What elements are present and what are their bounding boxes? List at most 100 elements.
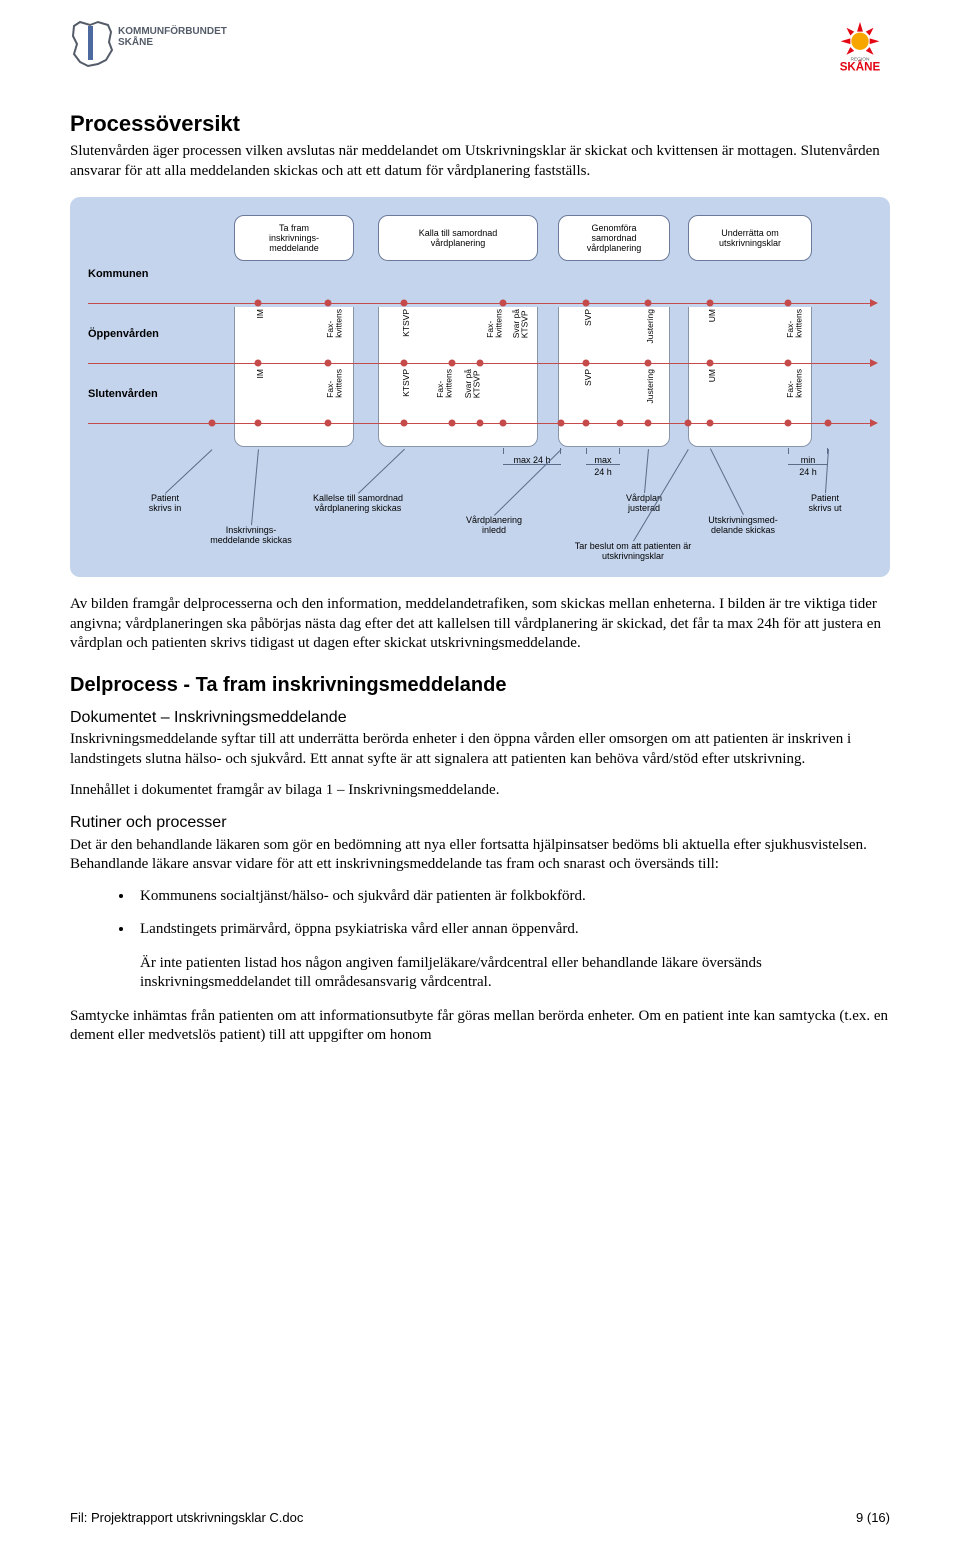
lane-arrow-icon (870, 359, 878, 367)
timeline-dot (785, 420, 792, 427)
timeline-dot (645, 360, 652, 367)
stage-box: Underrätta om utskrivningsklar (688, 215, 812, 261)
heading-dokument: Dokumentet – Inskrivningsmeddelande (70, 708, 890, 729)
timeline-dot (401, 420, 408, 427)
map-icon (70, 20, 114, 68)
leader-line (710, 449, 744, 515)
leader-line (644, 449, 649, 493)
timeline-dot (825, 420, 832, 427)
bullet-list: Kommunens socialtjänst/hälso- och sjukvå… (70, 887, 890, 940)
logo-kommunforbundet: KOMMUNFÖRBUNDET SKÅNE (70, 20, 227, 68)
lane-line (88, 303, 872, 304)
time-brace: min 24 h (788, 453, 828, 465)
timeline-dot (477, 420, 484, 427)
lane-arrow-icon (870, 419, 878, 427)
stage-row: Ta fram inskrivnings- meddelande Kalla ti… (88, 215, 872, 263)
timeline-dot (583, 360, 590, 367)
stage-box: Genomföra samordnad vårdplanering (558, 215, 670, 261)
timeline-dot (500, 420, 507, 427)
lane-oppenvarden: Öppenvården IMFax- kvittensKTSVPFax- kvi… (88, 333, 872, 393)
timeline-dot (477, 360, 484, 367)
timeline-dot (449, 420, 456, 427)
logo-region-skane: SKÅNE REGION (830, 20, 890, 85)
diagram-annotation: Tar beslut om att patienten är utskrivni… (528, 541, 738, 562)
vertical-tag: IM (256, 369, 265, 378)
timeline-dot (325, 420, 332, 427)
timeline-dot (785, 300, 792, 307)
timeline-dot (449, 360, 456, 367)
diagram-annotation: Patient skrivs in (130, 493, 200, 514)
timeline-dot (255, 420, 262, 427)
heading-rutiner: Rutiner och processer (70, 813, 890, 834)
page-footer: Fil: Projektrapport utskrivningsklar C.d… (70, 1510, 890, 1527)
timeline-dot (645, 420, 652, 427)
timeline-dot (325, 360, 332, 367)
list-item: Kommunens socialtjänst/hälso- och sjukvå… (134, 887, 890, 907)
time-brace: max 24 h (503, 453, 561, 465)
intro-paragraph: Slutenvården äger processen vilken avslu… (70, 142, 890, 181)
timeline-dot (209, 420, 216, 427)
stage-box: Ta fram inskrivnings- meddelande (234, 215, 354, 261)
indented-paragraph: Är inte patienten listad hos någon angiv… (140, 954, 890, 993)
swimlanes: Kommunen IMFax- kvittensKTSVPFax- kvitte… (88, 273, 872, 453)
diagram-annotation: Patient skrivs ut (790, 493, 860, 514)
timeline-dot (645, 300, 652, 307)
vertical-tag: UM (708, 309, 717, 322)
page-title: Processöversikt (70, 110, 890, 139)
annotation-area: max 24 h max 24 h min 24 h Patient skrivs i… (88, 453, 872, 563)
diagram-annotation: Inskrivnings- meddelande skickas (186, 525, 316, 546)
diagram-annotation: Utskrivningsmed- delande skickas (668, 515, 818, 536)
vertical-tag: UM (708, 369, 717, 382)
diagram-annotation: Kallelse till samordnad vårdplanering sk… (278, 493, 438, 514)
logo-text-line1: KOMMUNFÖRBUNDET (118, 26, 227, 37)
timeline-dot (325, 300, 332, 307)
paragraph-bilaga: Innehållet i dokumentet framgår av bilag… (70, 781, 890, 801)
timeline-dot (401, 300, 408, 307)
svg-text:REGION: REGION (850, 57, 870, 63)
timeline-dot (707, 360, 714, 367)
time-brace: max 24 h (586, 453, 620, 465)
leader-line (165, 449, 213, 494)
lane-label: Öppenvården (88, 327, 159, 341)
timeline-dot (707, 420, 714, 427)
lane-label: Slutenvården (88, 387, 158, 401)
stage-box: Kalla till samordnad vårdplanering (378, 215, 538, 261)
leader-line (358, 449, 405, 494)
timeline-dot (583, 300, 590, 307)
lane-arrow-icon (870, 299, 878, 307)
vertical-tag: IM (256, 309, 265, 318)
leader-line (251, 449, 259, 525)
heading-delprocess: Delprocess - Ta fram inskrivningsmeddela… (70, 672, 890, 698)
brace-label: max 24 h (586, 455, 620, 478)
vertical-tag: SVP (584, 369, 593, 386)
header: KOMMUNFÖRBUNDET SKÅNE (70, 20, 890, 85)
skane-sun-icon: SKÅNE REGION (830, 20, 890, 78)
timeline-dot (785, 360, 792, 367)
lane-slutenvarden: Slutenvården (88, 393, 872, 453)
lane-kommunen: Kommunen IMFax- kvittensKTSVPFax- kvitte… (88, 273, 872, 333)
timeline-dot (401, 360, 408, 367)
timeline-dot (617, 420, 624, 427)
timeline-dot (583, 420, 590, 427)
paragraph-dokument: Inskrivningsmeddelande syftar till att u… (70, 730, 890, 769)
timeline-dot (707, 300, 714, 307)
page: KOMMUNFÖRBUNDET SKÅNE (0, 0, 960, 1545)
footer-filename: Fil: Projektrapport utskrivningsklar C.d… (70, 1510, 303, 1527)
list-item: Landstingets primärvård, öppna psykiatri… (134, 920, 890, 940)
brace-label: min 24 h (788, 455, 828, 478)
diagram-annotation: Vårdplanering inledd (444, 515, 544, 536)
timeline-dot (255, 300, 262, 307)
after-diagram-paragraph: Av bilden framgår delprocesserna och den… (70, 595, 890, 654)
paragraph-samtycke: Samtycke inhämtas från patienten om att … (70, 1007, 890, 1046)
paragraph-rutiner: Det är den behandlande läkaren som gör e… (70, 836, 890, 875)
timeline-dot (500, 300, 507, 307)
lane-label: Kommunen (88, 267, 149, 281)
timeline-dot (558, 420, 565, 427)
timeline-dot (255, 360, 262, 367)
footer-page-number: 9 (16) (856, 1510, 890, 1527)
process-diagram: Ta fram inskrivnings- meddelande Kalla ti… (70, 197, 890, 577)
logo-text-line2: SKÅNE (118, 37, 153, 48)
diagram-annotation: Vårdplan justerad (604, 493, 684, 514)
timeline-dot (685, 420, 692, 427)
vertical-tag: SVP (584, 309, 593, 326)
